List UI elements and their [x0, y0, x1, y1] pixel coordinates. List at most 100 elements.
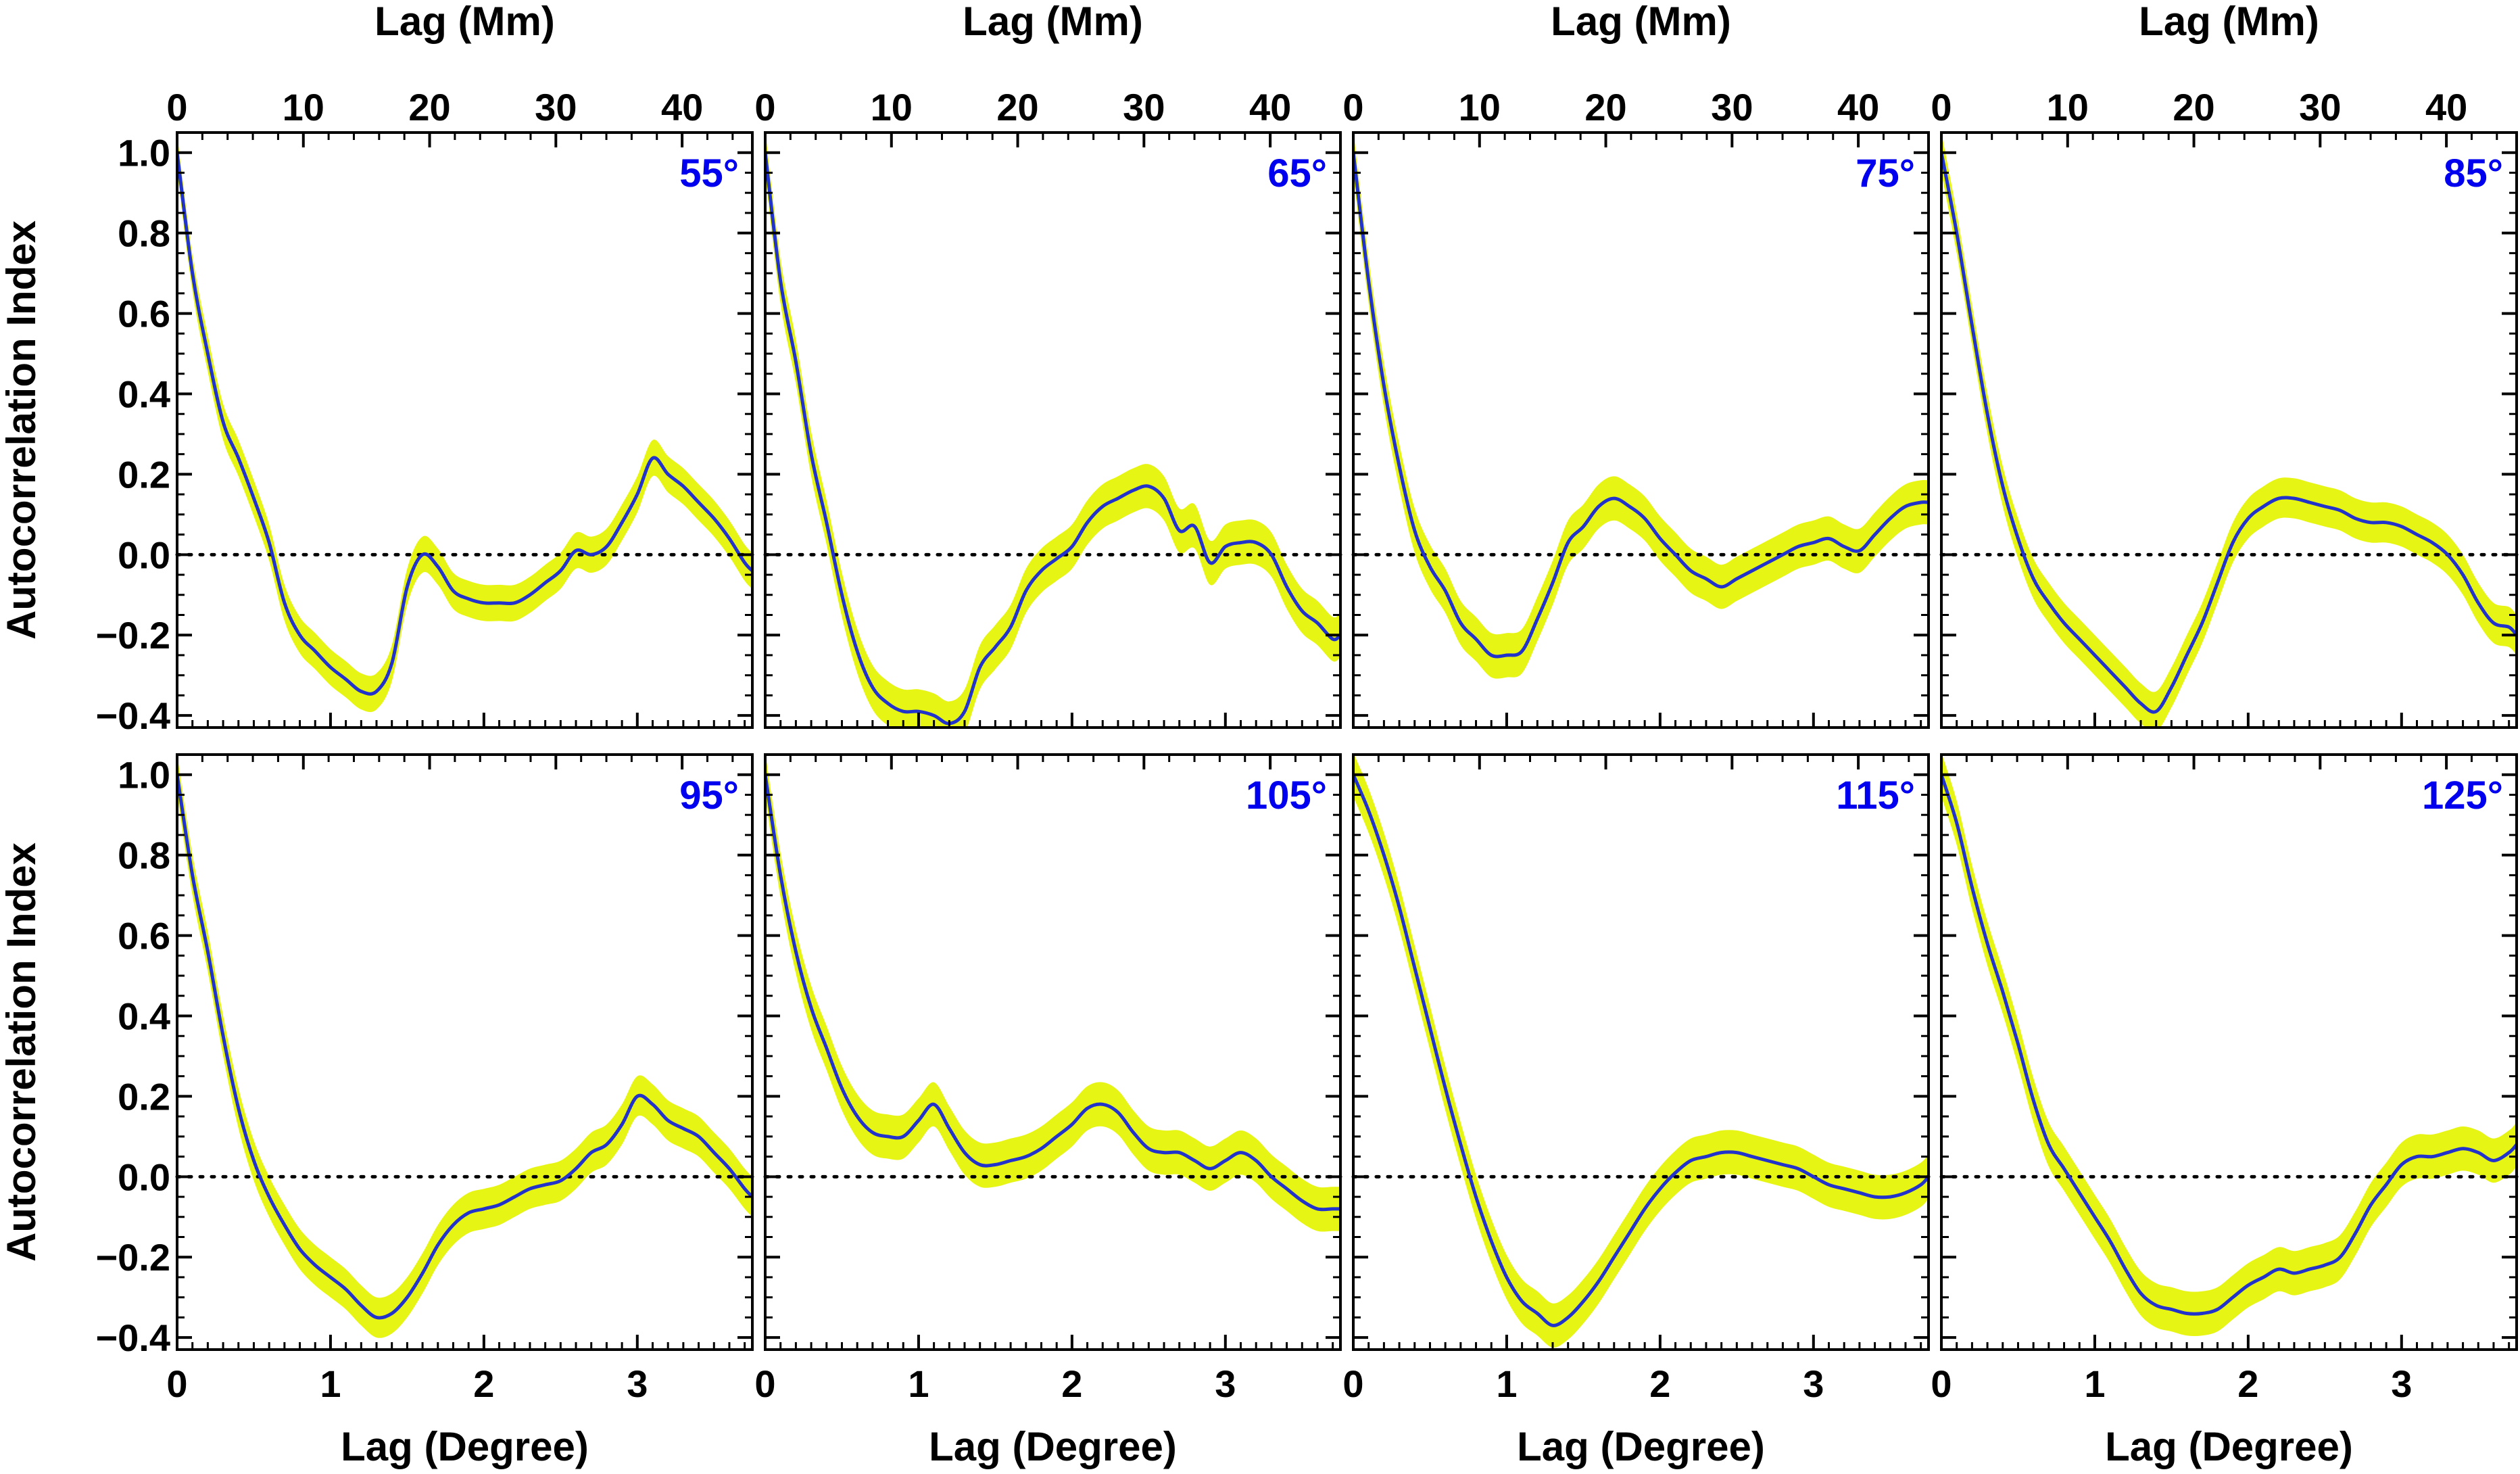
- y-tick-label: 1.0: [118, 754, 170, 797]
- y-tick-label: 0.0: [118, 533, 170, 576]
- uncertainty-band: [1941, 133, 2517, 728]
- panel-2: 0 10 20 30 40 65° Lag (Mm): [754, 0, 1342, 729]
- x-bottom-axis-title: Lag (Degree): [341, 1424, 589, 1469]
- autocorrelation-line: [1353, 152, 1929, 659]
- y-tick-label: 0.4: [118, 995, 170, 1037]
- panel-5: 1.0 0.8 0.6 0.4 0.2 0.0 −0.2 −0.40 1 2 3 95° Lag (De…: [0, 753, 754, 1469]
- panel-angle-label: 85°: [2444, 151, 2503, 195]
- autocorrelation-line: [765, 152, 1340, 726]
- x-bottom-axis-title: Lag (Degree): [929, 1424, 1177, 1469]
- autocorrelation-line: [177, 152, 752, 696]
- autocorrelation-line: [1353, 774, 1929, 1327]
- x-tick-label: 3: [2391, 1362, 2412, 1405]
- panel-3: 0 10 20 30 40 75° Lag (Mm): [1342, 0, 1931, 729]
- y-tick-label: −0.2: [95, 614, 170, 657]
- x-top-axis-title: Lag (Mm): [1551, 0, 1731, 44]
- x-top-tick-label: 30: [2299, 86, 2341, 128]
- y-tick-label: 0.8: [118, 212, 170, 255]
- x-tick-label: 3: [627, 1362, 648, 1405]
- x-tick-label: 2: [1061, 1362, 1082, 1405]
- x-bottom-axis-title: Lag (Degree): [1517, 1424, 1765, 1469]
- y-tick-label: 0.8: [118, 834, 170, 877]
- x-tick-label: 1: [2084, 1362, 2105, 1405]
- y-tick-label: 0.2: [118, 453, 170, 496]
- panel-frame: [176, 131, 754, 729]
- x-top-tick-label: 10: [283, 86, 324, 128]
- y-tick-label: 0.4: [118, 373, 170, 415]
- y-axis-title: Autocorrelation Index: [0, 220, 44, 640]
- panel-angle-label: 105°: [1246, 774, 1327, 817]
- y-tick-label: 0.6: [118, 293, 170, 335]
- panel-frame: [764, 131, 1342, 729]
- panel-4: 0 10 20 30 40 85° Lag (Mm): [1931, 0, 2519, 729]
- x-top-tick-label: 40: [2425, 86, 2467, 128]
- uncertainty-band: [765, 133, 1340, 728]
- panel-frame: [764, 753, 1342, 1351]
- y-axis-title: Autocorrelation Index: [0, 842, 44, 1262]
- panel-frame: [1352, 131, 1930, 729]
- panel-frame: [1940, 753, 2518, 1351]
- panel-frame: [1352, 753, 1930, 1351]
- x-top-tick-label: 20: [1584, 86, 1626, 128]
- x-top-tick-label: 40: [1249, 86, 1291, 128]
- x-top-tick-label: 40: [661, 86, 703, 128]
- panel-angle-label: 125°: [2422, 774, 2503, 817]
- uncertainty-band: [765, 755, 1340, 1232]
- panel-angle-label: 115°: [1836, 774, 1915, 817]
- x-top-tick-label: 30: [1123, 86, 1165, 128]
- x-top-axis-title: Lag (Mm): [374, 0, 555, 44]
- x-tick-label: 1: [908, 1362, 929, 1405]
- x-tick-label: 0: [1931, 1362, 1952, 1405]
- x-top-tick-label: 30: [1711, 86, 1753, 128]
- y-tick-label: 0.6: [118, 915, 170, 957]
- x-tick-label: 0: [1342, 1362, 1363, 1405]
- y-tick-label: −0.4: [95, 1316, 170, 1359]
- uncertainty-band: [1353, 755, 1929, 1348]
- x-top-axis-title: Lag (Mm): [963, 0, 1143, 44]
- panel-7: 0 1 2 3 115° Lag (Degree): [1342, 753, 1931, 1469]
- x-tick-label: 0: [166, 1362, 187, 1405]
- uncertainty-band: [177, 135, 752, 713]
- x-tick-label: 3: [1215, 1362, 1236, 1405]
- x-tick-label: 0: [754, 1362, 775, 1405]
- x-tick-label: 2: [1649, 1362, 1670, 1405]
- x-tick-label: 1: [320, 1362, 341, 1405]
- y-tick-label: −0.4: [95, 694, 170, 737]
- x-top-tick-label: 0: [1931, 86, 1952, 128]
- panel-frame: [176, 753, 754, 1351]
- x-tick-label: 3: [1803, 1362, 1824, 1405]
- panel-angle-label: 55°: [679, 151, 739, 195]
- autocorrelation-line: [765, 774, 1340, 1212]
- panel-angle-label: 95°: [679, 774, 739, 817]
- panel-angle-label: 75°: [1856, 151, 1915, 195]
- x-tick-label: 2: [2237, 1362, 2258, 1405]
- x-tick-label: 1: [1496, 1362, 1517, 1405]
- autocorrelation-line: [1941, 774, 2517, 1316]
- y-tick-label: 0.2: [118, 1075, 170, 1118]
- panel-8: 0 1 2 3 125° Lag (Degree): [1931, 753, 2519, 1469]
- x-top-tick-label: 0: [1342, 86, 1363, 128]
- x-top-tick-label: 0: [166, 86, 187, 128]
- autocorrelation-line: [177, 774, 752, 1320]
- x-top-axis-title: Lag (Mm): [2139, 0, 2319, 44]
- x-top-tick-label: 40: [1837, 86, 1879, 128]
- y-tick-label: 1.0: [118, 132, 170, 174]
- uncertainty-band: [1353, 133, 1929, 679]
- y-tick-label: −0.2: [95, 1236, 170, 1279]
- x-top-tick-label: 10: [2047, 86, 2089, 128]
- panel-1: 1.0 0.8 0.6 0.4 0.2 0.0 −0.2 −0.4 0 10 20 30 40 55° La…: [0, 0, 754, 737]
- x-top-tick-label: 20: [996, 86, 1038, 128]
- x-top-tick-label: 30: [535, 86, 577, 128]
- x-top-tick-label: 10: [871, 86, 913, 128]
- panel-6: 0 1 2 3 105° Lag (Degree): [754, 753, 1342, 1469]
- x-top-tick-label: 0: [754, 86, 775, 128]
- x-tick-label: 2: [473, 1362, 494, 1405]
- y-tick-label: 0.0: [118, 1156, 170, 1198]
- x-bottom-axis-title: Lag (Degree): [2105, 1424, 2353, 1469]
- uncertainty-band: [177, 755, 752, 1338]
- x-top-tick-label: 20: [408, 86, 450, 128]
- x-top-tick-label: 10: [1459, 86, 1501, 128]
- panel-frame: [1940, 131, 2518, 729]
- x-top-tick-label: 20: [2173, 86, 2214, 128]
- uncertainty-band: [1941, 755, 2517, 1336]
